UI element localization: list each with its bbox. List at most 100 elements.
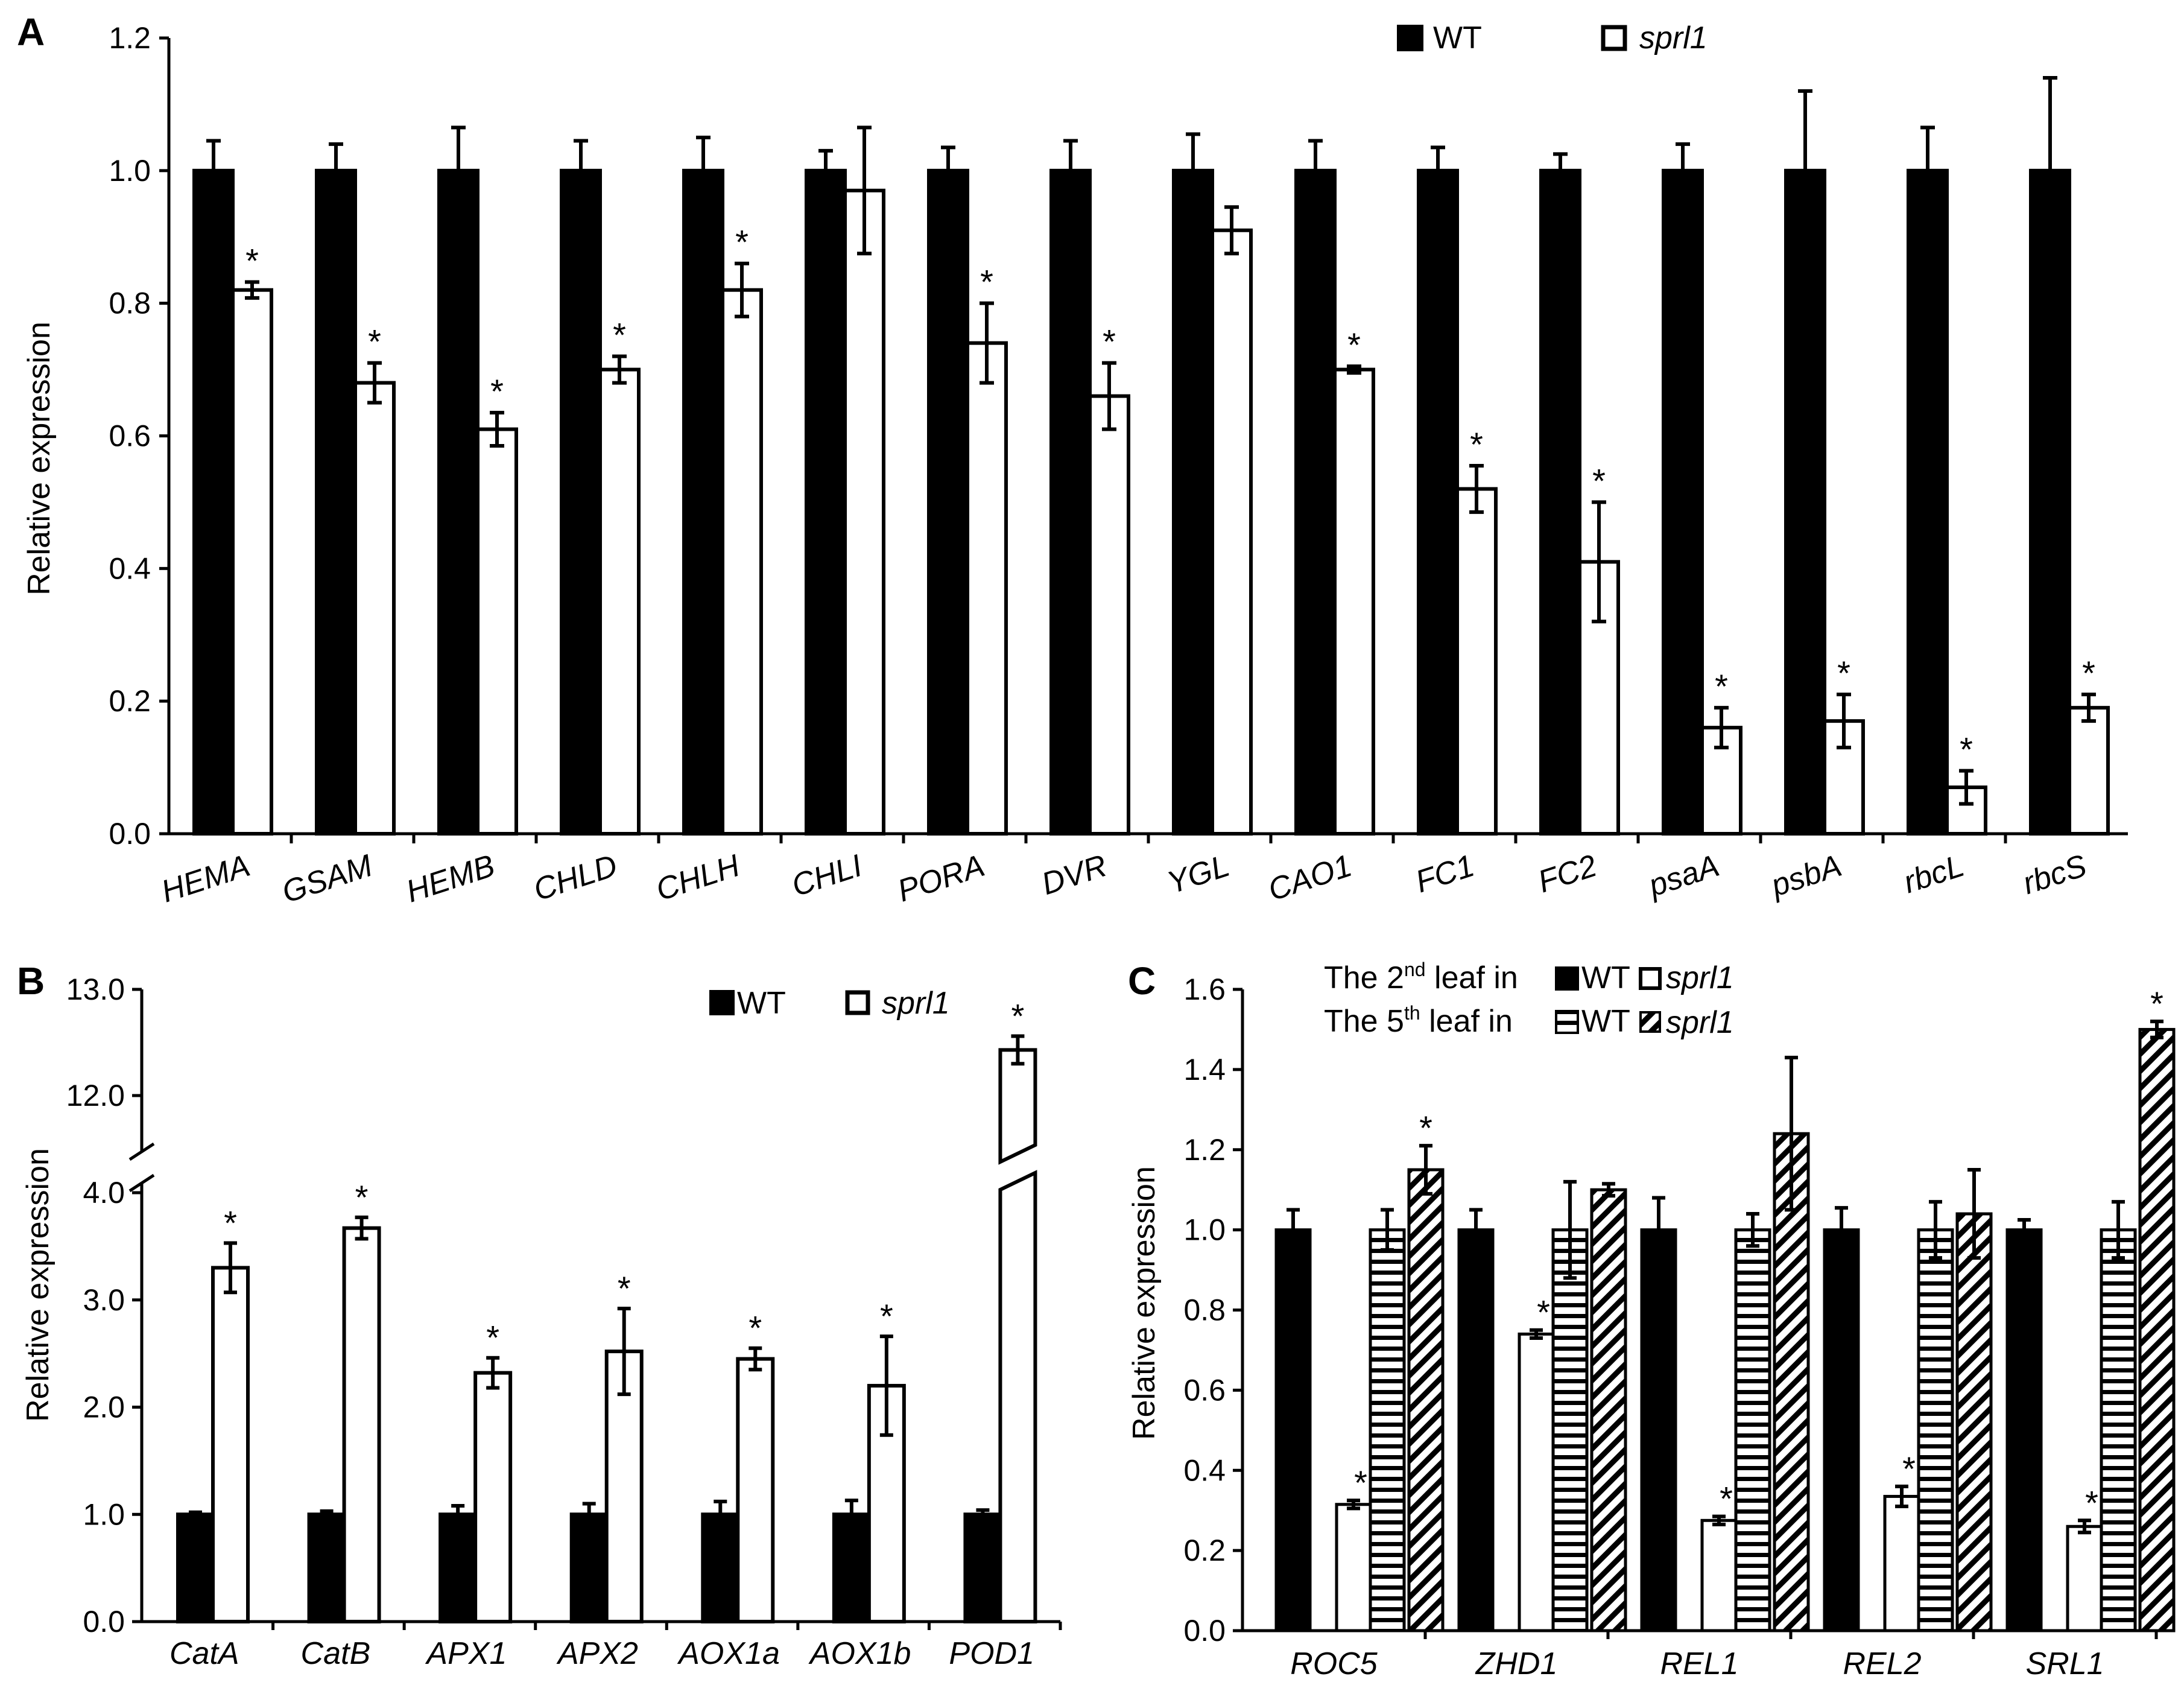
category-group: * (1294, 139, 1375, 836)
error-bar (2081, 693, 2096, 723)
bar-wt (1049, 168, 1092, 836)
panel-b-bars: * * * * * * * (176, 997, 1037, 1624)
bar-5th-sprl1 (1955, 1212, 1993, 1632)
error-bar (617, 1306, 631, 1397)
error-bar (980, 301, 994, 385)
category-group: * (701, 1309, 775, 1623)
significance-star: * (613, 316, 626, 354)
x-category-label: HEMA (157, 848, 255, 910)
bar-wt (438, 1512, 478, 1623)
x-category-label: ROC5 (1290, 1646, 1378, 1681)
x-category-label: YGL (1163, 848, 1233, 901)
error-bar (1063, 139, 1078, 203)
error-bar (1431, 145, 1445, 196)
error-bar (1308, 139, 1323, 203)
bar-upper-segment (998, 1048, 1037, 1165)
x-category-label: CatB (301, 1636, 371, 1671)
category-group: * (1784, 89, 1865, 836)
error-bar (749, 1346, 762, 1372)
bar-wt (560, 168, 602, 836)
significance-star: * (2085, 1483, 2098, 1521)
y-tick-label: 4.0 (83, 1176, 125, 1210)
bar-sprl1 (231, 288, 273, 836)
x-category-label: APX2 (556, 1636, 638, 1671)
error-bar (224, 1241, 237, 1295)
y-tick-label: 0.0 (109, 817, 151, 851)
bar-5th-wt (1917, 1228, 1954, 1632)
significance-star: * (1354, 1464, 1367, 1502)
significance-star: * (245, 241, 259, 279)
x-category-label: CAO1 (1264, 848, 1356, 908)
bar-wt (569, 1512, 609, 1623)
y-tick-label: 1.6 (1183, 972, 1226, 1006)
error-bar (189, 1510, 202, 1518)
significance-star: * (880, 1297, 893, 1335)
bar-sprl1 (998, 1048, 1037, 1623)
error-bar (329, 142, 343, 199)
significance-star: * (1902, 1450, 1916, 1488)
bar-2nd-wt (1274, 1228, 1312, 1632)
y-tick-label: 1.2 (109, 21, 151, 55)
legend-label-sprl1: sprl1 (882, 986, 950, 1021)
error-bar (2043, 75, 2057, 265)
significance-star: * (368, 323, 381, 361)
x-category-label: CHLI (788, 848, 867, 904)
error-bar (1530, 1328, 1543, 1340)
y-tick-label: 1.0 (1183, 1213, 1226, 1247)
y-tick-label: 1.4 (1183, 1053, 1226, 1087)
bar-sprl1 (342, 1226, 381, 1623)
panel-b-y-title: Relative expression (21, 1148, 55, 1422)
error-bar (1798, 89, 1812, 252)
legend-label-5th-wt: WT (1581, 1004, 1630, 1039)
bar-sprl1 (1333, 367, 1375, 836)
bar-sprl1 (353, 381, 396, 836)
significance-star: * (1347, 326, 1361, 364)
panel-c-bars: ******* (1274, 985, 2176, 1632)
error-bar (2150, 1020, 2163, 1039)
bar-5th-sprl1 (1407, 1168, 1445, 1632)
y-tick-label: 12.0 (66, 1079, 125, 1112)
error-bar (818, 148, 833, 192)
x-category-label: AOX1a (677, 1636, 780, 1671)
x-category-label: FC2 (1534, 848, 1601, 900)
legend-label-2nd-sprl1: sprl1 (1666, 960, 1734, 995)
panel-letter-c: C (1128, 959, 1156, 1003)
error-bar (582, 1502, 596, 1528)
error-bar (490, 411, 504, 448)
error-bar (1959, 769, 1974, 806)
bar-wt (176, 1512, 215, 1623)
significance-star: * (224, 1204, 237, 1242)
x-category-label: CatA (169, 1636, 239, 1671)
significance-star: * (355, 1178, 369, 1216)
significance-star: * (618, 1269, 631, 1307)
x-category-label: rbcS (2019, 848, 2091, 901)
error-bar (1676, 142, 1690, 199)
category-group: * (176, 1204, 250, 1624)
panel-c-legend: The 2nd leaf in WT sprl1 The 5th leaf in… (1324, 959, 1734, 1040)
x-category-label: HEMB (402, 848, 499, 910)
bar-5th-wt (1551, 1228, 1589, 1632)
bar-lower-segment (998, 1170, 1037, 1623)
category-group: * (1457, 1179, 1627, 1632)
significance-star: * (1537, 1293, 1550, 1331)
legend-swatch-2nd-wt (1555, 966, 1579, 991)
x-category-label: FC1 (1411, 848, 1478, 900)
bar-sprl1 (476, 427, 518, 836)
significance-star: * (2150, 985, 2163, 1023)
legend-swatch-5th-wt (1555, 1010, 1579, 1034)
error-bar (696, 135, 711, 206)
bar-wt (315, 168, 357, 836)
bar-2nd-wt (1457, 1228, 1495, 1632)
significance-star: * (1011, 997, 1025, 1035)
error-bar (1469, 1208, 1483, 1252)
panel-b: B Relative expression 0.0 1.0 2.0 3.0 4.0 12.… (17, 959, 1062, 1671)
significance-star: * (735, 223, 749, 261)
significance-star: * (2082, 654, 2095, 692)
x-category-label: AOX1b (808, 1636, 911, 1671)
panel-a: A Relative expression 0.0 0.2 0.4 0.6 0.8 1.0… (17, 10, 2128, 910)
category-group (1172, 132, 1253, 836)
legend-row-2nd-leaf-label: The 2nd leaf in (1324, 959, 1518, 995)
error-bar (355, 1215, 369, 1241)
legend-swatch-5th-sprl1 (1639, 1011, 1661, 1033)
error-bar (1602, 1182, 1615, 1198)
